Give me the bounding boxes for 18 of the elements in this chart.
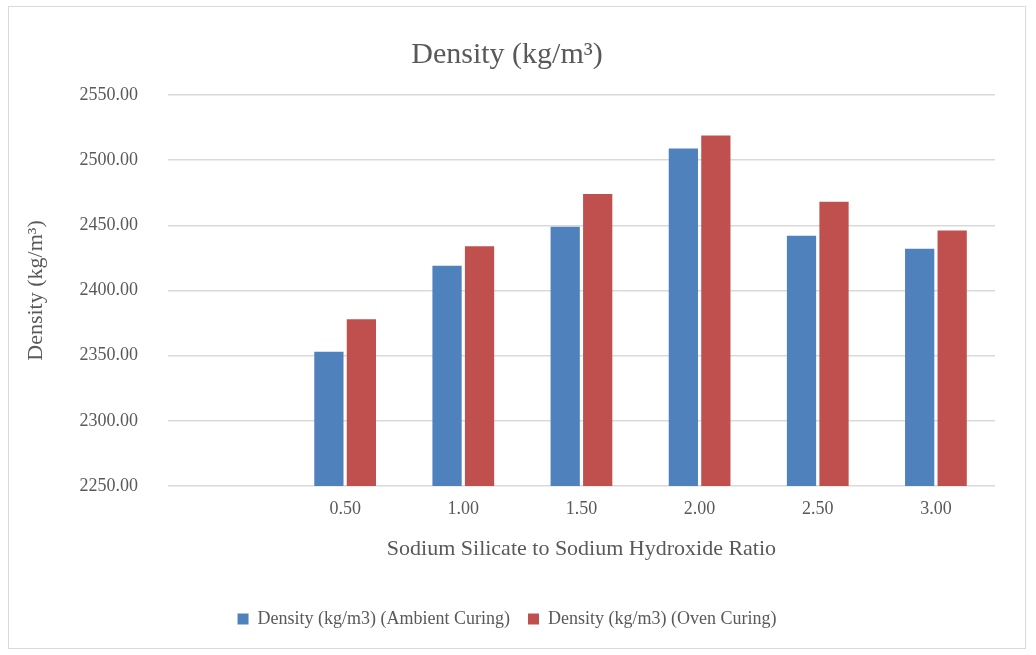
y-tick-label: 2300.00 bbox=[79, 409, 138, 430]
x-tick-label: 1.00 bbox=[447, 497, 480, 518]
x-tick-label: 2.50 bbox=[802, 497, 834, 518]
x-tick-label: 0.50 bbox=[329, 497, 361, 518]
y-tick-label: 2550.00 bbox=[79, 83, 138, 104]
y-tick-label: 2400.00 bbox=[79, 279, 138, 300]
y-axis-title: Density (kg/m³) bbox=[21, 220, 47, 361]
x-tick-label: 1.50 bbox=[565, 497, 598, 518]
x-tick-label: 2.00 bbox=[683, 497, 716, 518]
legend-label: Density (kg/m3) (Ambient Curing) bbox=[257, 607, 511, 629]
y-tick-label: 2500.00 bbox=[79, 148, 138, 169]
legend-label: Density (kg/m3) (Oven Curing) bbox=[548, 607, 777, 629]
x-tick-label: 3.00 bbox=[920, 497, 952, 518]
y-tick-label: 2350.00 bbox=[79, 344, 138, 365]
chart-title: Density (kg/m³) bbox=[411, 35, 603, 70]
x-axis-title: Sodium Silicate to Sodium Hydroxide Ratio bbox=[386, 534, 777, 560]
y-tick-label: 2450.00 bbox=[79, 214, 138, 235]
y-tick-label: 2250.00 bbox=[79, 474, 138, 495]
